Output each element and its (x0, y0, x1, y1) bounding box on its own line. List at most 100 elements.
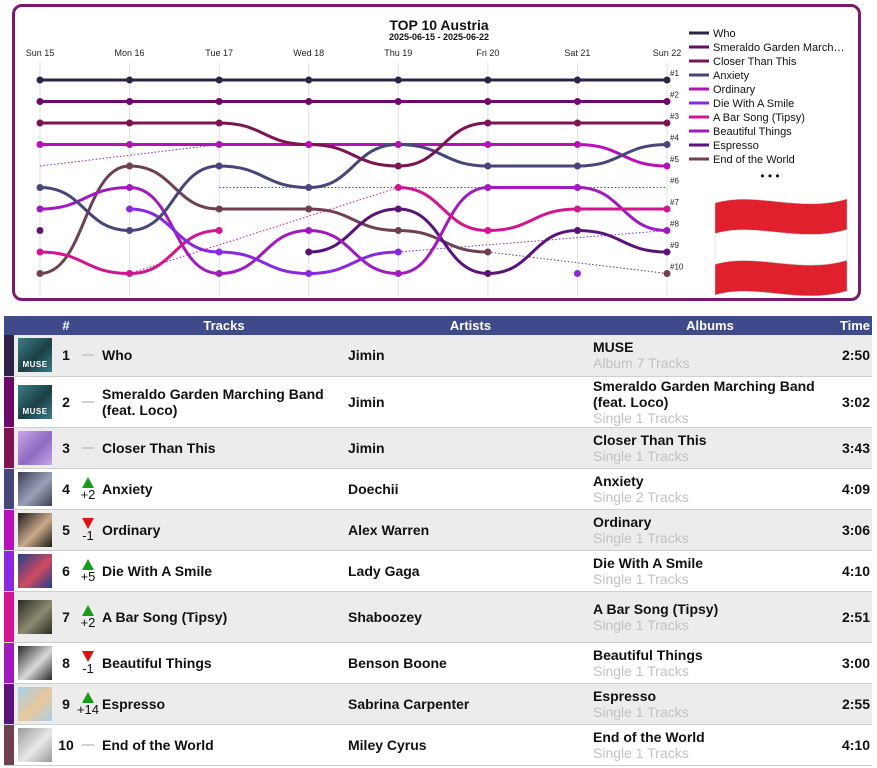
data-point (484, 119, 492, 127)
data-point (663, 141, 671, 148)
data-point (484, 184, 492, 191)
series-line (38, 185, 669, 276)
data-point (126, 119, 134, 127)
table-row[interactable]: MUSE 1 Who Jimin MUSE Album 7 Tracks 2:50 (4, 335, 872, 376)
track-title[interactable]: Die With A Smile (102, 562, 213, 579)
table-row[interactable]: 8 -1 Beautiful Things Benson Boone Beautiful… (4, 642, 872, 683)
data-point (305, 248, 313, 256)
legend-label: Beautiful Things (713, 126, 792, 138)
artist-name[interactable]: Doechii (348, 480, 399, 497)
data-point (394, 98, 402, 105)
data-point (394, 248, 402, 256)
rank-change: +2 (80, 614, 96, 630)
table-row[interactable]: MUSE 2 Smeraldo Garden Marching Band (feat… (4, 376, 872, 427)
artist-name[interactable]: Alex Warren (348, 521, 430, 538)
track-duration: 3:06 (841, 521, 870, 538)
table-row[interactable]: 4 +2 Anxiety Doechii Anxiety Single 2 Tracks 4… (4, 468, 872, 509)
rank-chart: Sun 15 Mon 16 Tue 17 Wed 18 Thu 19 Fri 20 Sat … (26, 17, 848, 297)
table-row[interactable]: 5 -1 Ordinary Alex Warren Ordinary Single 1 T… (4, 509, 872, 550)
rank-label: #2 (670, 91, 679, 100)
rank-cell: 7 (62, 608, 70, 625)
no-change-icon (82, 743, 94, 746)
ordinary-cover[interactable] (18, 512, 52, 547)
album-name[interactable]: Anxiety (593, 472, 644, 489)
album-info: Single 1 Tracks (593, 703, 689, 720)
data-point (305, 270, 313, 277)
table-row[interactable]: 6 +5 Die With A Smile Lady Gaga Die With A S… (4, 550, 872, 591)
data-point (126, 98, 134, 105)
track-title[interactable]: Smeraldo Garden Marching Band (feat. Loc… (102, 385, 324, 418)
muse-cover[interactable]: MUSE (18, 384, 52, 419)
data-point (305, 184, 313, 191)
muse-cover[interactable]: MUSE (18, 338, 52, 373)
table-row[interactable]: 7 +2 A Bar Song (Tipsy) Shaboozey A Bar Song… (4, 591, 872, 642)
artist-name[interactable]: Miley Cyrus (348, 736, 427, 753)
data-point (573, 141, 581, 148)
artist-name[interactable]: Lady Gaga (348, 562, 420, 579)
header-time[interactable]: Time (827, 316, 872, 335)
track-title[interactable]: Who (102, 347, 133, 364)
artist-name[interactable]: Benson Boone (348, 654, 447, 671)
artist-name[interactable]: Sabrina Carpenter (348, 695, 470, 712)
data-point (305, 76, 313, 84)
album-name[interactable]: A Bar Song (Tipsy) (593, 600, 719, 617)
rank-cell: 1 (62, 347, 70, 364)
table-row[interactable]: 9 +14 Espresso Sabrina Carpenter Espresso Sin… (4, 683, 872, 724)
header-tracks[interactable]: Tracks (100, 316, 346, 335)
album-name[interactable]: Die With A Smile (593, 554, 704, 571)
track-title[interactable]: Closer Than This (102, 439, 216, 456)
chart-subtitle: 2025-06-15 - 2025-06-22 (389, 32, 489, 42)
track-duration: 4:10 (841, 562, 870, 579)
no-change-icon (82, 354, 94, 357)
anxiety-cover[interactable] (18, 471, 52, 506)
data-point (663, 248, 671, 256)
album-name[interactable]: Closer Than This (593, 431, 707, 448)
artist-name[interactable]: Jimin (348, 439, 385, 456)
rank-label: #4 (670, 134, 679, 143)
rank-label: #5 (670, 155, 679, 164)
artist-name[interactable]: Jimin (348, 393, 385, 410)
legend-label: End of the World (713, 154, 795, 166)
chart-table: # Tracks Artists Albums Time MUSE 1 Who Jim… (4, 316, 872, 766)
table-row[interactable]: 10 End of the World Miley Cyrus End of the … (4, 724, 872, 765)
data-point (126, 227, 134, 234)
table-row[interactable]: 3 Closer Than This Jimin Closer Than This Si… (4, 427, 872, 468)
row-color-bar (4, 683, 14, 724)
legend-label: Smeraldo Garden March… (713, 42, 844, 54)
rank-cell: 6 (62, 562, 70, 579)
endworld-cover[interactable] (18, 727, 52, 762)
chart-title: TOP 10 Austria (389, 17, 489, 33)
data-point (663, 205, 671, 213)
data-point (36, 270, 44, 277)
track-title[interactable]: Anxiety (102, 480, 153, 497)
track-title[interactable]: Espresso (102, 695, 166, 712)
smile-cover[interactable] (18, 553, 52, 588)
data-point (663, 227, 671, 234)
data-point (126, 270, 134, 277)
track-title[interactable]: Beautiful Things (102, 654, 212, 671)
barsong-cover[interactable] (18, 599, 52, 634)
track-title[interactable]: Ordinary (102, 521, 161, 538)
data-point (215, 119, 223, 127)
track-duration: 3:43 (841, 439, 870, 456)
data-point (305, 205, 313, 213)
track-title[interactable]: A Bar Song (Tipsy) (102, 608, 228, 625)
album-name[interactable]: Espresso (593, 687, 657, 704)
closer-cover[interactable] (18, 430, 52, 465)
album-name[interactable]: Beautiful Things (593, 646, 703, 663)
album-name[interactable]: End of the World (593, 728, 705, 745)
data-point (36, 248, 44, 256)
row-color-bar (4, 550, 14, 591)
album-name[interactable]: MUSE (593, 339, 634, 356)
beautiful-cover[interactable] (18, 645, 52, 680)
track-title[interactable]: End of the World (102, 736, 214, 753)
album-name[interactable]: Ordinary (593, 513, 652, 530)
legend-label: Anxiety (713, 70, 750, 82)
data-point (663, 76, 671, 84)
artist-name[interactable]: Jimin (348, 347, 385, 364)
album-name[interactable]: Smeraldo Garden Marching Band (feat. Loc… (593, 377, 815, 410)
header-albums[interactable]: Albums (593, 316, 827, 335)
artist-name[interactable]: Shaboozey (348, 608, 422, 625)
espresso-cover[interactable] (18, 686, 52, 721)
header-artists[interactable]: Artists (346, 316, 593, 335)
